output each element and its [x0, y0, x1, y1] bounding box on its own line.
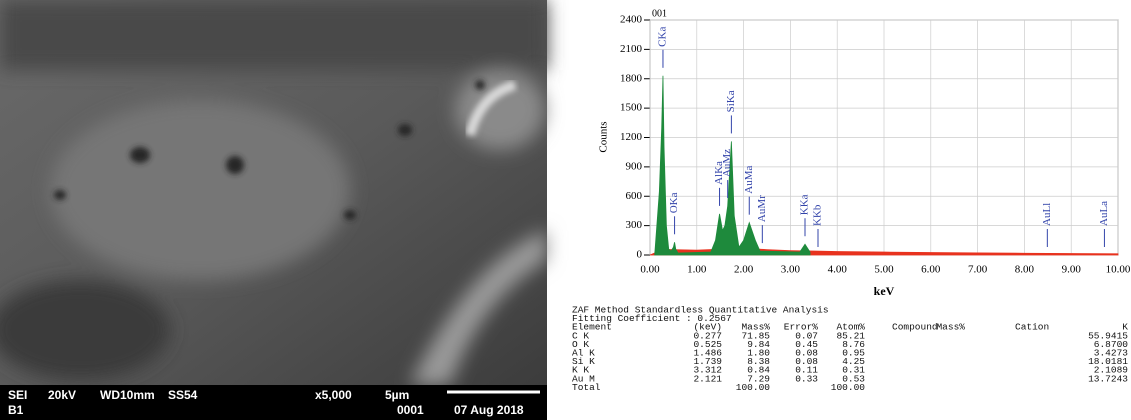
table-cell: 0.31 — [842, 365, 865, 376]
peak-label: AuMr — [756, 195, 768, 222]
table-cell: 18.0181 — [1088, 356, 1128, 367]
x-tick-label: 2.00 — [734, 264, 754, 276]
y-tick-label: 0 — [637, 249, 643, 261]
table-header: Cation — [1015, 322, 1049, 333]
peak-label: AuMa — [743, 165, 755, 193]
x-axis-label: keV — [874, 284, 895, 298]
peak-label: AuMz — [721, 149, 733, 177]
y-tick-label: 1800 — [620, 72, 643, 84]
table-header: Compound — [892, 322, 938, 333]
sem-info-text: B1 — [8, 403, 24, 417]
table-cell: 1.739 — [693, 356, 722, 367]
table-cell: 0.11 — [795, 365, 818, 376]
x-tick-label: 10.00 — [1106, 264, 1131, 276]
table-cell: 6.8700 — [1094, 339, 1129, 350]
table-header: Mass% — [741, 322, 770, 333]
table-subtitle: Fitting Coefficient : 0.2567 — [572, 313, 732, 324]
sem-info-text: SS54 — [168, 388, 198, 402]
x-tick-label: 9.00 — [1062, 264, 1082, 276]
table-cell: 1.486 — [693, 348, 722, 359]
chart-title: 001 — [652, 8, 667, 19]
table-cell: 2.121 — [693, 373, 722, 384]
y-tick-label: 2400 — [620, 14, 643, 26]
table-cell: O K — [572, 339, 589, 350]
sem-image — [0, 0, 547, 385]
table-cell: 0.08 — [795, 348, 818, 359]
table-cell: Si K — [572, 356, 595, 367]
table-cell: 1.80 — [747, 348, 770, 359]
table-cell: 4.25 — [842, 356, 865, 367]
table-cell: 71.85 — [741, 330, 770, 341]
y-tick-label: 900 — [626, 160, 643, 172]
table-total: 100.00 — [736, 382, 771, 393]
sem-info-text: 20kV — [48, 388, 76, 402]
table-cell: 8.38 — [747, 356, 770, 367]
table-cell: 9.84 — [747, 339, 770, 350]
table-cell: 0.84 — [747, 365, 770, 376]
table-total: Total — [572, 382, 601, 393]
table-cell: 0.277 — [693, 330, 722, 341]
table-cell: 2.1089 — [1094, 365, 1129, 376]
table-cell: K K — [572, 365, 589, 376]
table-total: 100.00 — [831, 382, 866, 393]
spectrum-area — [654, 75, 811, 256]
peak-label: AuLl — [1041, 203, 1053, 226]
y-tick-label: 300 — [626, 219, 643, 231]
table-cell: 0.07 — [795, 330, 818, 341]
peak-label: AlKa — [713, 161, 725, 185]
table-cell: 13.7243 — [1088, 373, 1128, 384]
table-cell: 0.33 — [795, 373, 818, 384]
table-cell: 0.53 — [842, 373, 865, 384]
table-header: Atom% — [836, 322, 865, 333]
peak-label: OKa — [668, 192, 680, 213]
table-cell: 0.08 — [795, 356, 818, 367]
y-axis-label: Counts — [598, 121, 610, 152]
peak-label: SiKa — [725, 90, 737, 112]
y-tick-label: 1200 — [620, 131, 643, 143]
sem-info-text: 5µm — [385, 388, 409, 402]
table-cell: 0.95 — [842, 348, 865, 359]
x-tick-label: 3.00 — [781, 264, 801, 276]
sem-info-text: x5,000 — [315, 388, 352, 402]
peak-label: KKa — [799, 194, 811, 215]
table-cell: 0.45 — [795, 339, 818, 350]
table-cell: 55.9415 — [1088, 330, 1128, 341]
table-cell: 3.4273 — [1094, 348, 1129, 359]
sem-info-text: WD10mm — [100, 388, 155, 402]
table-header: Error% — [784, 322, 819, 333]
y-tick-label: 600 — [626, 190, 643, 202]
peak-label: KKb — [812, 204, 824, 226]
sem-info-text: 07 Aug 2018 — [454, 403, 524, 417]
table-cell: Au M — [572, 373, 595, 384]
table-cell: 3.312 — [693, 365, 722, 376]
y-tick-label: 1500 — [620, 102, 643, 114]
table-header: Element — [572, 322, 612, 333]
table-cell: 7.29 — [747, 373, 770, 384]
table-cell: 8.76 — [842, 339, 865, 350]
x-tick-label: 6.00 — [921, 264, 941, 276]
table-title: ZAF Method Standardless Quantitative Ana… — [572, 305, 829, 316]
table-header: K — [1122, 322, 1128, 333]
x-tick-label: 1.00 — [687, 264, 707, 276]
sem-info-text: 0001 — [397, 403, 424, 417]
table-cell: Al K — [572, 348, 595, 359]
x-tick-label: 0.00 — [640, 264, 660, 276]
peak-label: AuLa — [1098, 201, 1110, 226]
table-header: (keV) — [693, 322, 722, 333]
table-cell: 85.21 — [836, 330, 865, 341]
x-tick-label: 5.00 — [874, 264, 894, 276]
y-tick-label: 2100 — [620, 43, 643, 55]
sem-info-text: SEI — [8, 388, 27, 402]
table-header: Mass% — [936, 322, 965, 333]
x-tick-label: 4.00 — [828, 264, 848, 276]
table-cell: C K — [572, 330, 589, 341]
table-cell: 0.525 — [693, 339, 722, 350]
x-tick-label: 8.00 — [1015, 264, 1035, 276]
x-tick-label: 7.00 — [968, 264, 988, 276]
peak-label: CKa — [656, 27, 668, 47]
